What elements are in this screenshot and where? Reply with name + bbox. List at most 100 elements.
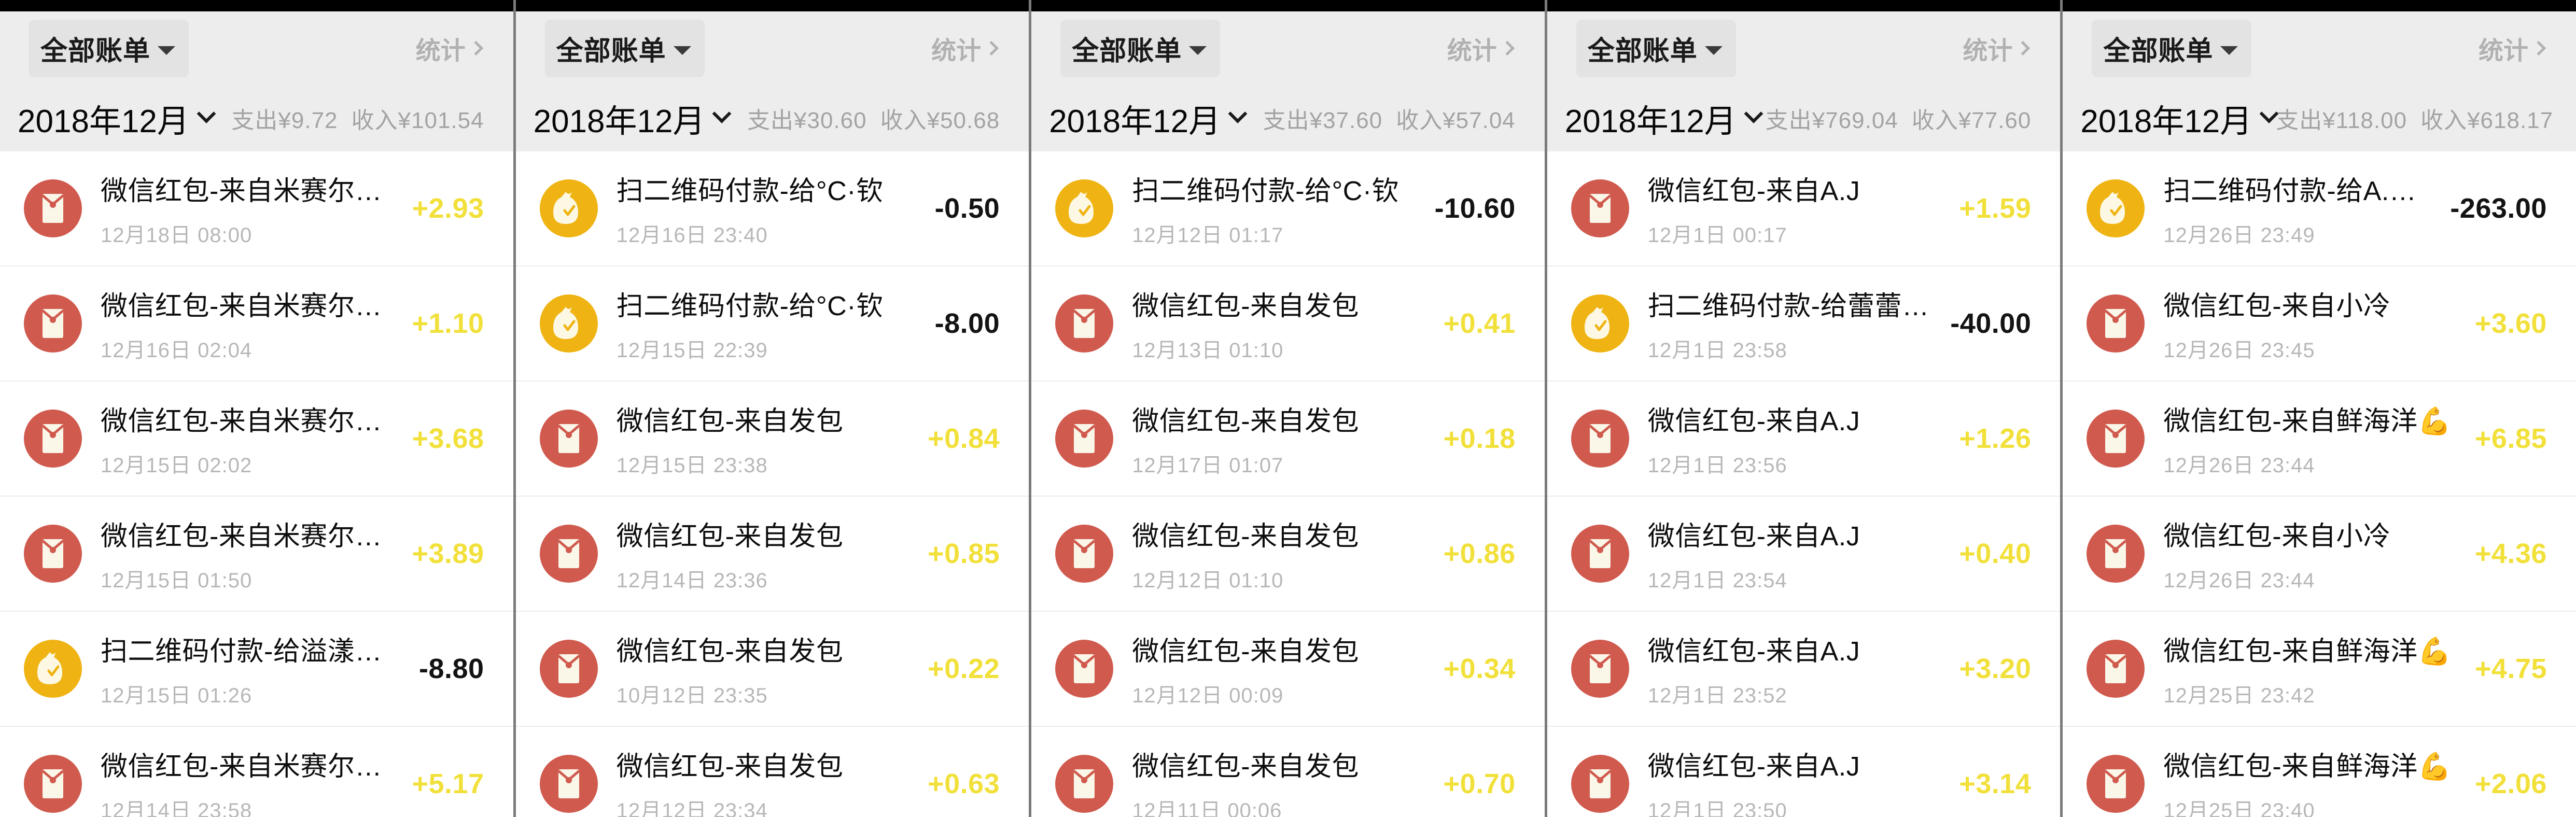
transaction-description: 微信红包-来自发包 — [1132, 751, 1360, 782]
transaction-amount: +0.86 — [1443, 538, 1516, 569]
monthly-totals: 支出¥30.60 收入¥50.68 — [747, 102, 1000, 135]
transaction-body: 微信红包-来自A.J 12月1日 23:52 — [1648, 629, 1943, 709]
transaction-row[interactable]: 微信红包-来自米赛尔12-... 12月14日 23:58 +5.17 — [0, 727, 513, 817]
account-filter-button[interactable]: 全部账单 — [1576, 19, 1736, 77]
transaction-row[interactable]: 扫二维码付款-给°C·钦 12月12日 01:17 -10.60 — [1031, 151, 1545, 266]
transaction-row[interactable]: 扫二维码付款-给°C·钦 12月16日 23:40 -0.50 — [515, 151, 1029, 266]
month-selector[interactable]: 2018年12月 — [1564, 95, 1763, 142]
account-filter-button[interactable]: 全部账单 — [2092, 19, 2252, 77]
transaction-row[interactable]: 微信红包-来自米赛尔12-... 12月15日 01:50 +3.89 — [0, 497, 513, 612]
statistics-label: 统计 — [415, 37, 466, 65]
expense-label: 支出 — [1765, 108, 1812, 133]
transaction-row[interactable]: 微信红包-来自发包 12月14日 23:36 +0.85 — [515, 497, 1029, 612]
statistics-link[interactable]: 统计 — [2479, 30, 2546, 66]
transaction-description: 扫二维码付款-给°C·钦 — [616, 291, 884, 321]
transaction-description: 微信红包-来自A.J — [1647, 751, 1860, 782]
transaction-row[interactable]: 微信红包-来自发包 12月11日 00:06 +0.70 — [1031, 727, 1545, 817]
chevron-down-icon — [197, 104, 216, 123]
transaction-description: 微信红包-来自米赛尔12-... — [101, 406, 397, 436]
month-selector[interactable]: 2018年12月 — [18, 95, 216, 142]
transaction-body: 微信红包-来自发包 10月12日 23:35 — [617, 629, 912, 709]
statistics-link[interactable]: 统计 — [931, 30, 999, 66]
transaction-row[interactable]: 微信红包-来自鲜海洋💪 12月26日 23:44 +6.85 — [2063, 382, 2576, 497]
transaction-amount: -10.60 — [1434, 193, 1516, 224]
chevron-down-icon — [712, 104, 732, 123]
bill-panel: 全部账单 统计 2018年12月 支出¥9.72 收入¥101.54 微信红包-来自米赛尔… — [0, 0, 516, 817]
red-envelope-icon — [1571, 179, 1629, 237]
transaction-body: 扫二维码付款-给溢漾好... 12月15日 01:26 — [101, 629, 403, 709]
transaction-row[interactable]: 微信红包-来自A.J 12月1日 23:56 +1.26 — [1547, 382, 2061, 497]
transaction-timestamp: 12月12日 01:17 — [1132, 223, 1284, 247]
transaction-row[interactable]: 微信红包-来自A.J 12月1日 00:17 +1.59 — [1547, 151, 2061, 266]
transaction-row[interactable]: 微信红包-来自小冷 12月26日 23:45 +3.60 — [2063, 266, 2576, 382]
account-filter-button[interactable]: 全部账单 — [544, 19, 705, 77]
transaction-row[interactable]: 微信红包-来自A.J 12月1日 23:54 +0.40 — [1547, 497, 2061, 612]
transaction-list: 微信红包-来自米赛尔12-... 12月18日 08:00 +2.93 微信红包-来自… — [0, 151, 513, 817]
panel-header: 全部账单 统计 2018年12月 支出¥118.00 收入¥618.17 — [2063, 11, 2576, 151]
transaction-row[interactable]: 扫二维码付款-给蕾蕾的… 12月1日 23:58 -40.00 — [1547, 266, 2061, 382]
transaction-amount: +0.85 — [928, 538, 1000, 569]
red-envelope-icon — [1055, 294, 1114, 353]
transaction-row[interactable]: 微信红包-来自发包 12月17日 01:07 +0.18 — [1031, 382, 1545, 497]
transaction-amount: +5.17 — [412, 768, 484, 799]
transaction-row[interactable]: 微信红包-来自A.J 12月1日 23:52 +3.20 — [1547, 612, 2061, 727]
transaction-timestamp: 12月11日 00:06 — [1132, 799, 1282, 817]
transaction-body: 微信红包-来自米赛尔12-... 12月14日 23:58 — [101, 744, 396, 817]
transaction-row[interactable]: 扫二维码付款-给°C·钦 12月15日 22:39 -8.00 — [515, 266, 1029, 382]
transaction-row[interactable]: 微信红包-来自鲜海洋💪 12月25日 23:40 +2.06 — [2063, 727, 2576, 817]
transaction-row[interactable]: 微信红包-来自发包 12月12日 23:34 +0.63 — [515, 727, 1029, 817]
month-selector[interactable]: 2018年12月 — [534, 95, 732, 142]
transaction-row[interactable]: 微信红包-来自A.J 12月1日 23:50 +3.14 — [1547, 727, 2061, 817]
month-selector[interactable]: 2018年12月 — [1049, 95, 1248, 142]
transaction-row[interactable]: 微信红包-来自发包 12月15日 23:38 +0.84 — [515, 382, 1029, 497]
transaction-row[interactable]: 微信红包-来自米赛尔12-... 12月15日 02:02 +3.68 — [0, 382, 513, 497]
transaction-row[interactable]: 微信红包-来自米赛尔12-... 12月18日 08:00 +2.93 — [0, 151, 513, 266]
account-filter-label: 全部账单 — [1587, 36, 1698, 66]
status-bar — [1031, 0, 1545, 11]
account-filter-button[interactable]: 全部账单 — [29, 19, 189, 77]
transaction-timestamp: 12月26日 23:44 — [2163, 454, 2315, 477]
transaction-description: 微信红包-来自发包 — [616, 521, 844, 552]
transaction-list: 扫二维码付款-给°C·钦 12月12日 01:17 -10.60 微信红包-来自发包 1… — [1031, 151, 1545, 817]
month-selector[interactable]: 2018年12月 — [2080, 95, 2279, 142]
transaction-row[interactable]: 微信红包-来自发包 12月13日 01:10 +0.41 — [1031, 266, 1545, 382]
chevron-down-icon — [1744, 104, 1763, 123]
chevron-right-icon — [2015, 40, 2031, 56]
transaction-amount: +4.75 — [2474, 653, 2547, 684]
monthly-totals: 支出¥118.00 收入¥618.17 — [2276, 102, 2553, 135]
income-value: ¥101.54 — [398, 108, 484, 133]
statistics-link[interactable]: 统计 — [1447, 30, 1515, 66]
transaction-body: 扫二维码付款-给A.魏💎... 12月26日 23:49 — [2163, 169, 2434, 248]
income-value: ¥77.60 — [1958, 108, 2032, 133]
transaction-amount: +6.85 — [2474, 423, 2547, 454]
account-filter-button[interactable]: 全部账单 — [1060, 19, 1221, 77]
transaction-timestamp: 12月1日 23:58 — [1647, 339, 1787, 362]
money-bag-icon — [1055, 179, 1114, 237]
header-title-row: 全部账单 统计 — [1547, 11, 2061, 85]
panel-header: 全部账单 统计 2018年12月 支出¥769.04 收入¥77.60 — [1547, 11, 2061, 151]
transaction-row[interactable]: 扫二维码付款-给溢漾好... 12月15日 01:26 -8.80 — [0, 612, 513, 727]
transaction-timestamp: 10月12日 23:35 — [616, 684, 768, 707]
transaction-amount: -40.00 — [1950, 308, 2032, 339]
statistics-link[interactable]: 统计 — [415, 30, 483, 66]
expense-label: 支出 — [2276, 108, 2323, 133]
transaction-row[interactable]: 微信红包-来自米赛尔12-... 12月16日 02:04 +1.10 — [0, 266, 513, 382]
transaction-row[interactable]: 微信红包-来自发包 12月12日 01:10 +0.86 — [1031, 497, 1545, 612]
transaction-timestamp: 12月15日 22:39 — [616, 339, 768, 362]
transaction-row[interactable]: 微信红包-来自发包 12月12日 00:09 +0.34 — [1031, 612, 1545, 727]
transaction-row[interactable]: 微信红包-来自鲜海洋💪 12月25日 23:42 +4.75 — [2063, 612, 2576, 727]
transaction-body: 扫二维码付款-给°C·钦 12月15日 22:39 — [617, 284, 919, 363]
statistics-link[interactable]: 统计 — [1963, 30, 2031, 66]
money-bag-icon — [539, 179, 598, 237]
transaction-timestamp: 12月14日 23:58 — [101, 799, 253, 817]
transaction-amount: +3.60 — [2474, 308, 2547, 339]
transaction-row[interactable]: 微信红包-来自发包 10月12日 23:35 +0.22 — [515, 612, 1029, 727]
transaction-timestamp: 12月15日 23:38 — [616, 454, 768, 477]
transaction-timestamp: 12月1日 00:17 — [1647, 223, 1787, 247]
monthly-totals: 支出¥37.60 收入¥57.04 — [1263, 102, 1516, 135]
transaction-body: 微信红包-来自小冷 12月26日 23:45 — [2163, 284, 2459, 363]
month-label: 2018年12月 — [1564, 104, 1737, 139]
expense-value: ¥769.04 — [1812, 108, 1898, 133]
transaction-row[interactable]: 微信红包-来自小冷 12月26日 23:44 +4.36 — [2063, 497, 2576, 612]
transaction-row[interactable]: 扫二维码付款-给A.魏💎... 12月26日 23:49 -263.00 — [2063, 151, 2576, 266]
